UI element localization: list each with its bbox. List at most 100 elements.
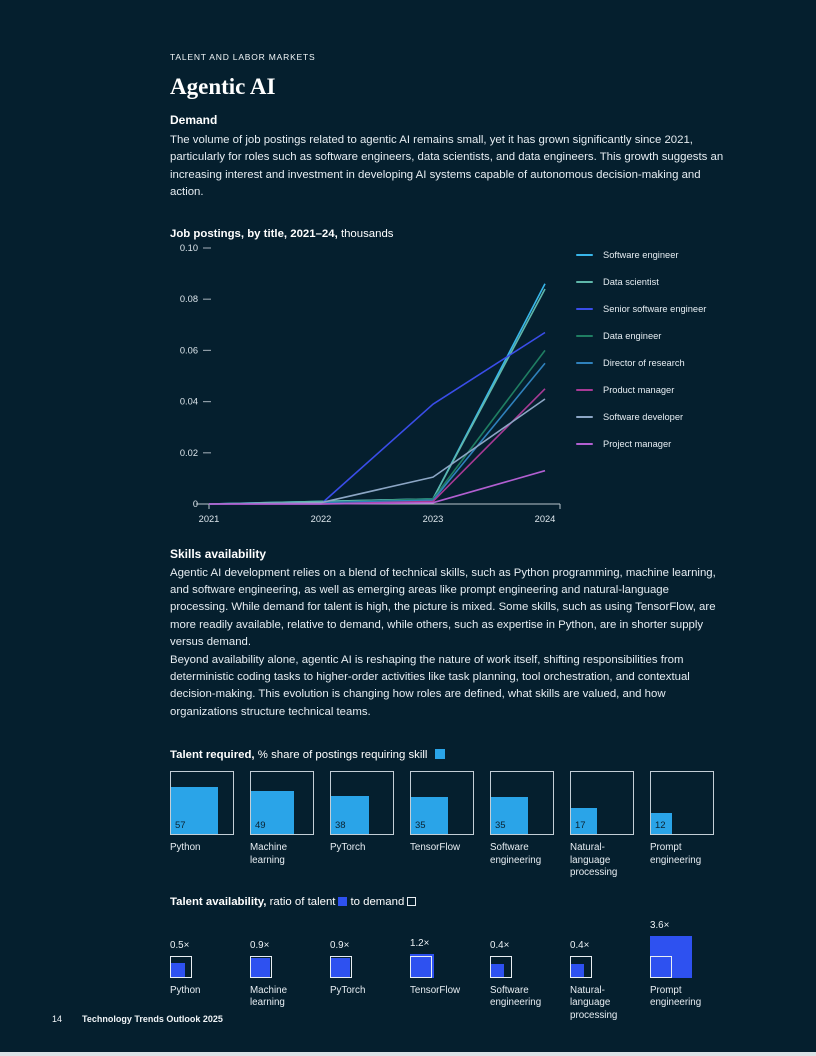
talent-legend-swatch-icon xyxy=(338,896,348,906)
svg-text:0.08: 0.08 xyxy=(180,294,198,304)
skill-label: PyTorch xyxy=(330,984,366,996)
talent-required-value: 49 xyxy=(255,820,266,832)
demand-paragraph: The volume of job postings related to ag… xyxy=(170,134,724,199)
demand-legend-swatch-icon xyxy=(407,896,417,906)
legend-line-swatch-icon xyxy=(576,389,593,392)
talent-square xyxy=(171,962,185,977)
talent-required-item: 35 Software engineering xyxy=(490,771,554,880)
legend-line-swatch-icon xyxy=(576,362,593,365)
talent-square xyxy=(331,957,350,977)
talent-required-fill: 12 xyxy=(651,813,672,835)
legend-label: Data engineer xyxy=(603,331,662,342)
legend-item: Senior software engineer xyxy=(576,296,706,323)
skill-label: Software engineering xyxy=(490,984,542,1009)
legend-item: Product manager xyxy=(576,377,706,404)
required-legend-swatch-icon xyxy=(434,749,445,760)
ratio-label: 0.5× xyxy=(170,939,190,951)
section-eyebrow: TALENT AND LABOR MARKETS xyxy=(170,52,316,62)
talent-required-row: 57 Python 49 Machine learning 38 PyTorch xyxy=(170,771,726,880)
talent-availability-title-part2: to demand xyxy=(350,895,405,908)
talent-availability-graph-area: 0.4× xyxy=(490,916,554,978)
skill-label: Prompt engineering xyxy=(650,984,702,1009)
ratio-label: 0.4× xyxy=(570,939,590,951)
talent-required-item: 35 TensorFlow xyxy=(410,771,474,880)
talent-required-value: 57 xyxy=(175,820,186,832)
demand-square xyxy=(570,955,592,978)
talent-square xyxy=(251,957,270,977)
talent-required-box: 12 xyxy=(650,771,714,836)
demand-square xyxy=(170,955,192,978)
talent-required-item: 17 Natural-language processing xyxy=(570,771,634,880)
talent-required-fill: 17 xyxy=(571,808,597,835)
legend-label: Project manager xyxy=(603,439,672,450)
ratio-label: 1.2× xyxy=(410,937,430,949)
talent-required-item: 12 Prompt engineering xyxy=(650,771,714,880)
ratio-graph xyxy=(330,955,352,978)
svg-text:0.02: 0.02 xyxy=(180,447,198,457)
talent-required-value: 17 xyxy=(575,820,586,832)
ratio-graph xyxy=(410,953,434,978)
document-title: Technology Trends Outlook 2025 xyxy=(82,1014,223,1024)
talent-required-item: 38 PyTorch xyxy=(330,771,394,880)
talent-required-value: 35 xyxy=(415,820,426,832)
skill-label: Natural-language processing xyxy=(570,842,618,879)
page-title: Agentic AI xyxy=(170,74,276,99)
ratio-label: 3.6× xyxy=(650,919,670,931)
svg-text:0.06: 0.06 xyxy=(180,345,198,355)
page-bottom-edge xyxy=(0,1052,816,1056)
talent-required-fill: 57 xyxy=(171,787,218,835)
demand-square xyxy=(330,955,352,978)
talent-required-fill: 35 xyxy=(411,797,448,835)
svg-text:0: 0 xyxy=(193,499,198,509)
legend-label: Senior software engineer xyxy=(603,304,707,315)
svg-text:2023: 2023 xyxy=(423,514,444,524)
demand-square xyxy=(410,955,432,978)
skill-label: Machine learning xyxy=(250,842,288,866)
chart-title: Job postings, by title, 2021–24, thousan… xyxy=(170,228,726,240)
talent-availability-row: 0.5× Python 0.9× Machine learning 0. xyxy=(170,916,726,1023)
talent-availability-graph-area: 3.6× xyxy=(650,916,714,978)
talent-required-title-rest: % share of postings requiring skill xyxy=(257,749,428,762)
legend-line-swatch-icon xyxy=(576,254,593,257)
skill-label: Machine learning xyxy=(250,984,288,1009)
legend-item: Software developer xyxy=(576,404,706,431)
ratio-graph xyxy=(570,955,592,978)
talent-required-title-bold: Talent required, xyxy=(170,749,255,762)
ratio-graph xyxy=(170,955,192,978)
skill-label: Natural-language processing xyxy=(570,984,618,1021)
talent-square xyxy=(571,963,584,977)
talent-required-value: 35 xyxy=(495,820,506,832)
talent-required-box: 49 xyxy=(250,771,314,836)
talent-required-value: 12 xyxy=(655,820,666,832)
talent-required-value: 38 xyxy=(335,820,346,832)
demand-square xyxy=(490,955,512,978)
talent-availability-item: 0.9× PyTorch xyxy=(330,916,394,1023)
legend-line-swatch-icon xyxy=(576,308,593,311)
talent-required-item: 49 Machine learning xyxy=(250,771,314,880)
legend-label: Software engineer xyxy=(603,250,679,261)
skills-paragraph-1: Agentic AI development relies on a blend… xyxy=(170,566,716,649)
demand-square xyxy=(650,955,672,978)
legend-line-swatch-icon xyxy=(576,335,593,338)
page-content: TALENT AND LABOR MARKETS Agentic AI Dema… xyxy=(170,52,726,1022)
legend-item: Data scientist xyxy=(576,269,706,296)
ratio-label: 0.9× xyxy=(250,939,270,951)
talent-required-fill: 38 xyxy=(331,796,369,835)
talent-availability-item: 3.6× Prompt engineering xyxy=(650,916,714,1023)
legend-label: Product manager xyxy=(603,385,675,396)
talent-required-item: 57 Python xyxy=(170,771,234,880)
skill-label: Prompt engineering xyxy=(650,842,702,866)
legend-line-swatch-icon xyxy=(576,281,593,284)
ratio-label: 0.4× xyxy=(490,939,510,951)
chart-title-unit: thousands xyxy=(340,227,394,240)
talent-availability-title-part1: ratio of talent xyxy=(269,895,336,908)
skill-label: TensorFlow xyxy=(410,984,461,996)
talent-square xyxy=(491,963,504,977)
talent-availability-item: 1.2× TensorFlow xyxy=(410,916,474,1023)
talent-availability-item: 0.5× Python xyxy=(170,916,234,1023)
legend-label: Data scientist xyxy=(603,277,659,288)
legend-item: Director of research xyxy=(576,350,706,377)
talent-availability-item: 0.9× Machine learning xyxy=(250,916,314,1023)
talent-availability-item: 0.4× Natural-language processing xyxy=(570,916,634,1023)
